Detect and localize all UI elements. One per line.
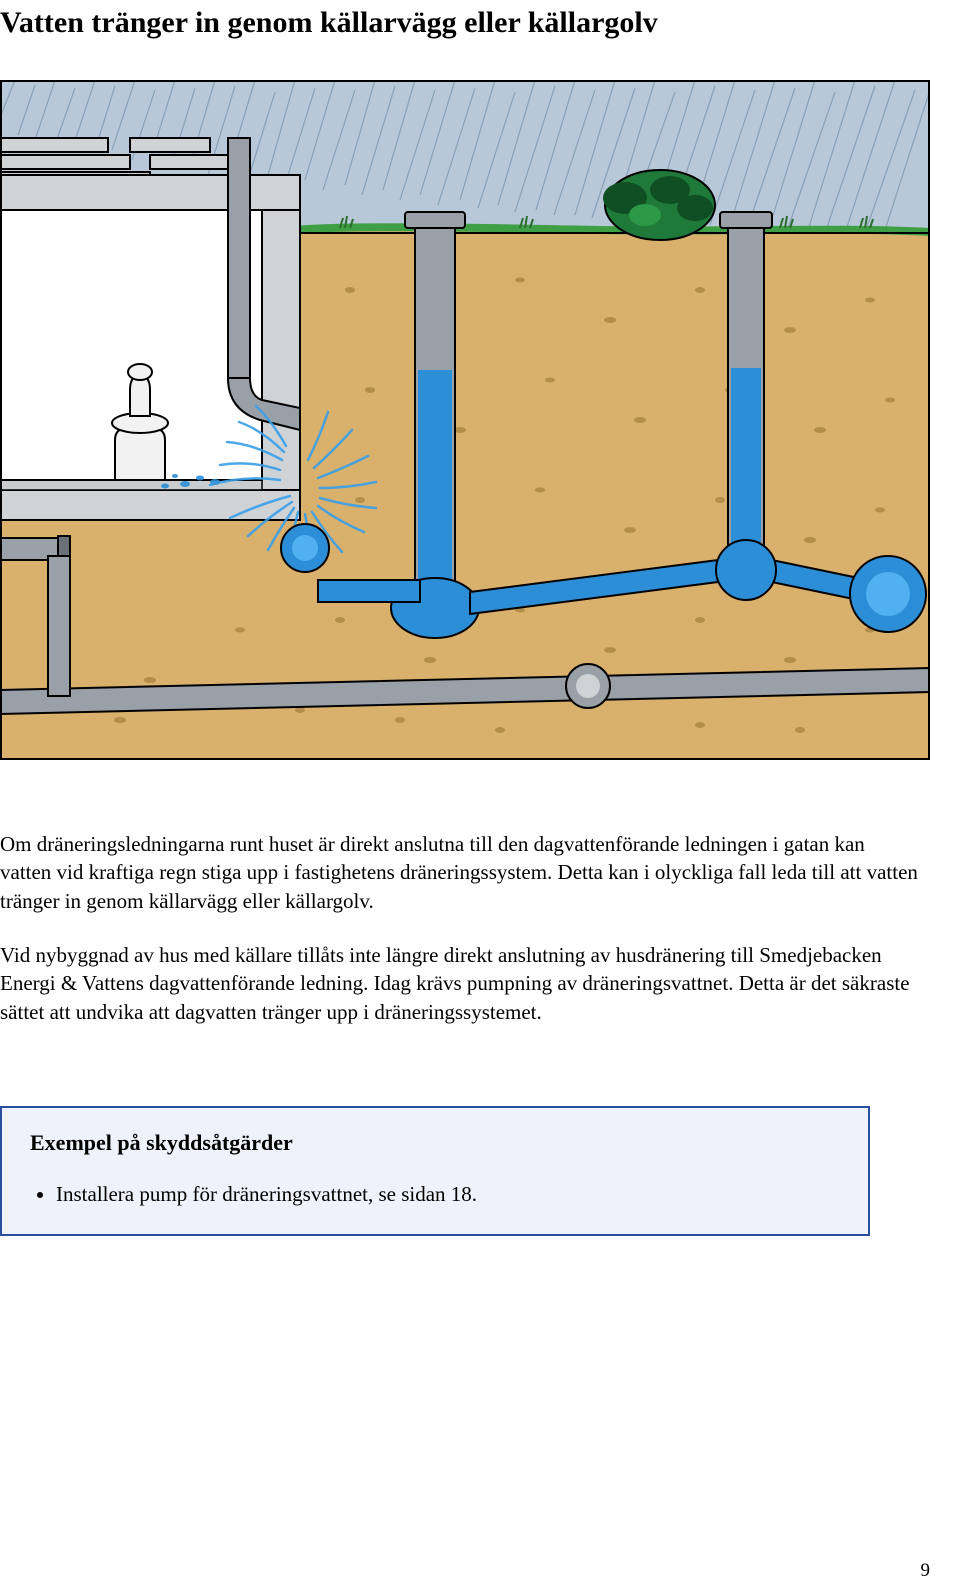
cross-section-illustration [0,80,930,760]
protection-measures-box: Exempel på skyddsåtgärder Installera pum… [0,1106,870,1236]
box-heading: Exempel på skyddsåtgärder [30,1130,840,1156]
paragraph-1: Om dräneringsledningarna runt huset är d… [0,830,920,915]
bush [603,170,715,240]
page-number: 9 [921,1560,931,1582]
inspection-well-2 [720,212,772,558]
box-item-1: Installera pump för dräneringsvattnet, s… [56,1180,840,1208]
paragraph-2: Vid nybyggnad av hus med källare tillåts… [0,941,920,1026]
page-title: Vatten tränger in genom källarvägg eller… [0,0,930,40]
